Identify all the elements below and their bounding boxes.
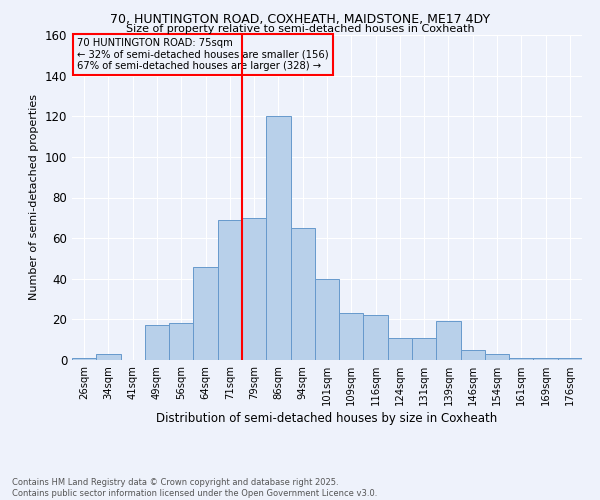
Bar	[218, 220, 242, 360]
Bar	[72, 358, 96, 360]
Bar	[412, 338, 436, 360]
Bar	[193, 266, 218, 360]
Text: 70, HUNTINGTON ROAD, COXHEATH, MAIDSTONE, ME17 4DY: 70, HUNTINGTON ROAD, COXHEATH, MAIDSTONE…	[110, 12, 490, 26]
Bar	[533, 358, 558, 360]
Bar	[96, 354, 121, 360]
Bar	[290, 228, 315, 360]
Bar	[364, 316, 388, 360]
Bar	[436, 322, 461, 360]
Bar	[461, 350, 485, 360]
Bar	[558, 358, 582, 360]
Bar	[145, 326, 169, 360]
Bar	[169, 324, 193, 360]
Text: 70 HUNTINGTON ROAD: 75sqm
← 32% of semi-detached houses are smaller (156)
67% of: 70 HUNTINGTON ROAD: 75sqm ← 32% of semi-…	[77, 38, 329, 72]
Text: Contains HM Land Registry data © Crown copyright and database right 2025.
Contai: Contains HM Land Registry data © Crown c…	[12, 478, 377, 498]
Bar	[315, 279, 339, 360]
Bar	[242, 218, 266, 360]
Bar	[388, 338, 412, 360]
Bar	[509, 358, 533, 360]
X-axis label: Distribution of semi-detached houses by size in Coxheath: Distribution of semi-detached houses by …	[157, 412, 497, 425]
Text: Size of property relative to semi-detached houses in Coxheath: Size of property relative to semi-detach…	[125, 24, 475, 34]
Bar	[266, 116, 290, 360]
Bar	[485, 354, 509, 360]
Y-axis label: Number of semi-detached properties: Number of semi-detached properties	[29, 94, 39, 300]
Bar	[339, 314, 364, 360]
